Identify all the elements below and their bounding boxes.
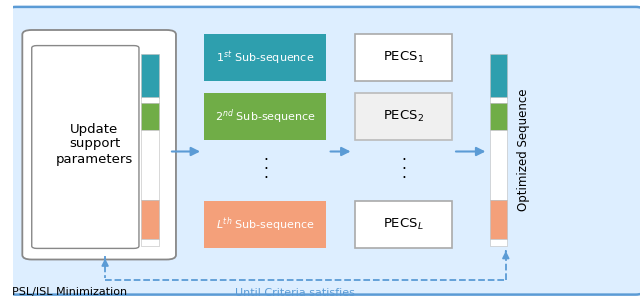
Text: Update
support
parameters: Update support parameters	[56, 122, 133, 166]
Bar	[141, 103, 159, 130]
Bar	[490, 54, 507, 98]
Bar	[204, 201, 326, 247]
Text: PSL/ISL Minimization: PSL/ISL Minimization	[12, 287, 127, 298]
Text: PECS$_1$: PECS$_1$	[383, 50, 424, 65]
Bar	[355, 34, 452, 81]
Text: PECS$_2$: PECS$_2$	[383, 109, 424, 124]
FancyBboxPatch shape	[22, 30, 176, 260]
Bar	[490, 103, 507, 130]
Bar	[141, 239, 159, 246]
FancyBboxPatch shape	[8, 7, 640, 295]
Bar	[490, 98, 507, 103]
Text: ·: ·	[401, 153, 406, 168]
Text: ·: ·	[263, 162, 268, 177]
Text: $1^{st}$ Sub-sequence: $1^{st}$ Sub-sequence	[216, 49, 314, 67]
Text: Optimized Sequence: Optimized Sequence	[518, 89, 531, 211]
Text: ·: ·	[263, 171, 268, 186]
Bar	[141, 98, 159, 103]
Bar	[490, 130, 507, 200]
Bar	[141, 54, 159, 98]
Text: Until Criteria satisfies: Until Criteria satisfies	[235, 287, 355, 298]
Bar	[204, 34, 326, 81]
Bar	[355, 201, 452, 247]
Bar	[141, 130, 159, 200]
Text: ·: ·	[401, 162, 406, 177]
Text: PECS$_L$: PECS$_L$	[383, 217, 424, 232]
Text: ·: ·	[263, 153, 268, 168]
Text: ·: ·	[401, 171, 406, 186]
Bar	[141, 200, 159, 239]
Bar	[490, 239, 507, 246]
FancyBboxPatch shape	[32, 46, 139, 248]
Bar	[204, 93, 326, 140]
Bar	[490, 200, 507, 239]
Bar	[355, 93, 452, 140]
Text: $2^{nd}$ Sub-sequence: $2^{nd}$ Sub-sequence	[215, 107, 316, 125]
Text: $L^{th}$ Sub-sequence: $L^{th}$ Sub-sequence	[216, 215, 315, 233]
